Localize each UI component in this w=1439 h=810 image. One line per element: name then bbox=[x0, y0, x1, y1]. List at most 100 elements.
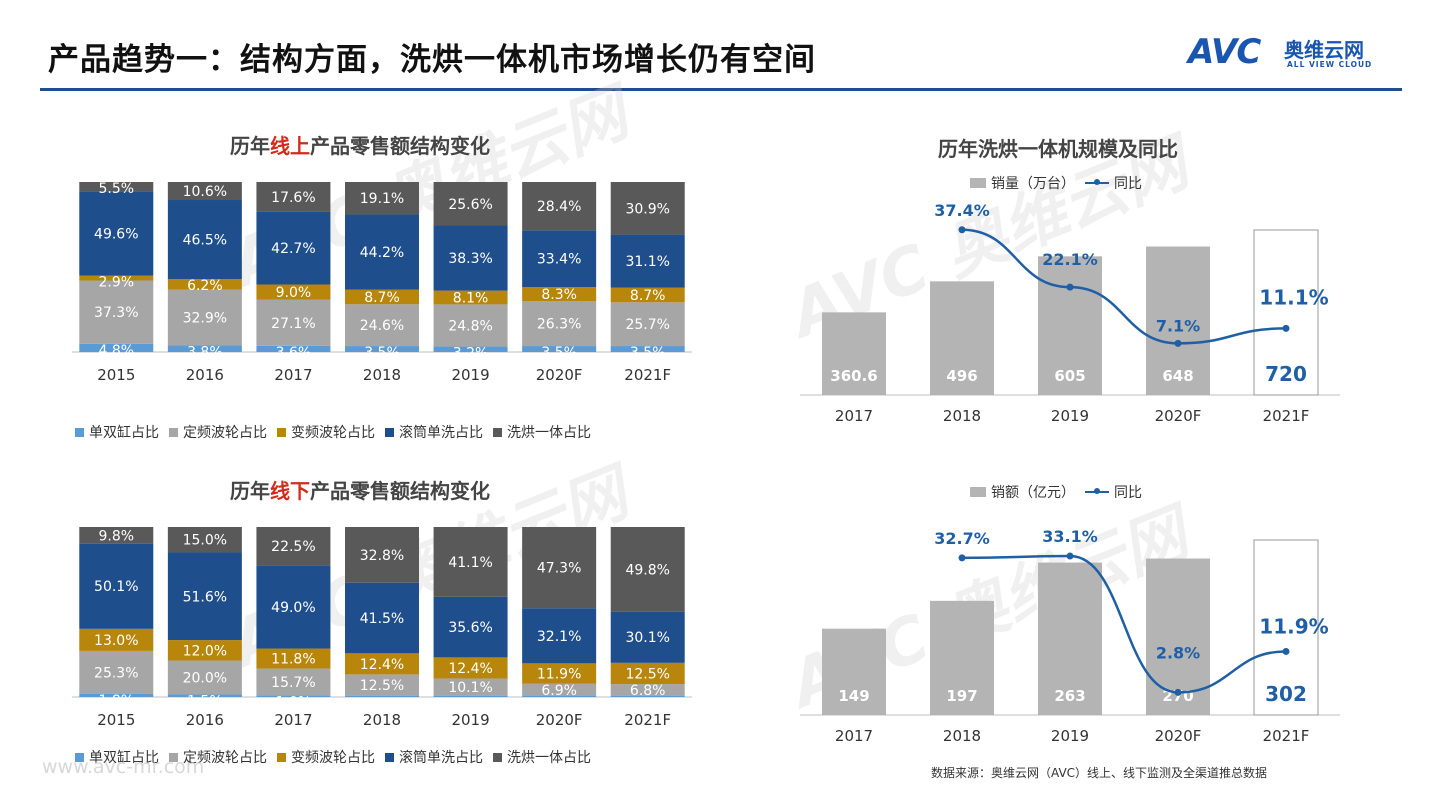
data-label: 13.0% bbox=[94, 633, 138, 649]
data-label: 37.3% bbox=[94, 305, 138, 321]
x-tick-label: 2016 bbox=[186, 711, 224, 729]
volume-legend: 销量（万台） 同比 bbox=[970, 173, 1142, 193]
data-label: 11.9% bbox=[537, 667, 581, 683]
bar-segment bbox=[522, 182, 597, 231]
data-label: 12.0% bbox=[183, 643, 227, 659]
bar-segment bbox=[79, 543, 154, 629]
bar-segment bbox=[522, 695, 597, 697]
data-label: 25.6% bbox=[448, 197, 492, 213]
legend-item: 单双缸占比 bbox=[75, 747, 159, 767]
x-tick-label: 2017 bbox=[274, 711, 312, 729]
legend-swatch bbox=[385, 427, 394, 437]
yoy-point bbox=[1282, 324, 1290, 332]
data-label: 24.8% bbox=[448, 318, 492, 334]
data-label: 1.5% bbox=[187, 693, 223, 709]
online-chart-title: 历年线上产品零售额结构变化 bbox=[230, 134, 490, 158]
yoy-point bbox=[1066, 283, 1074, 291]
legend-item: 变频波轮占比 bbox=[277, 422, 375, 442]
logo-mark: AVC bbox=[1188, 32, 1261, 72]
data-label: 42.7% bbox=[271, 241, 315, 257]
bar-segment bbox=[167, 640, 242, 661]
legend-label: 滚筒单洗占比 bbox=[399, 750, 483, 766]
data-label: 9.0% bbox=[276, 285, 312, 301]
x-tick-label: 2021F bbox=[1263, 727, 1310, 745]
bar bbox=[1038, 256, 1102, 395]
legend-swatch bbox=[277, 752, 286, 762]
data-label: 6.2% bbox=[187, 278, 223, 294]
data-label: 30.1% bbox=[625, 630, 669, 646]
bar-segment bbox=[610, 346, 685, 352]
data-label: 32.9% bbox=[183, 311, 227, 327]
x-tick-label: 2019 bbox=[451, 366, 489, 384]
bar-segment bbox=[433, 304, 508, 347]
sales-chart: 销额（亿元） 同比 149 2017 197 2018 263 2019 270 2020F 3… bbox=[800, 480, 1360, 760]
bar-segment bbox=[256, 527, 331, 566]
bar-segment bbox=[522, 287, 597, 302]
bar-segment bbox=[167, 279, 242, 290]
legend-item: 定频波轮占比 bbox=[169, 747, 267, 767]
bar-segment bbox=[522, 527, 597, 609]
bar-segment bbox=[79, 343, 154, 352]
data-label: 26.3% bbox=[537, 317, 581, 333]
data-label: 9.8% bbox=[98, 528, 134, 544]
volume-swatch bbox=[970, 178, 986, 188]
bar-segment bbox=[345, 527, 419, 583]
data-label: 5.5% bbox=[98, 181, 134, 197]
offline-structure-chart: 历年线下产品零售额结构变化 1.8% 25.3% 13.0% 50.1% 9.8% 201… bbox=[60, 465, 700, 795]
legend-label: 定频波轮占比 bbox=[183, 750, 267, 766]
data-label: 17.6% bbox=[271, 190, 315, 206]
data-label: 1.8% bbox=[98, 693, 134, 709]
x-tick-label: 2019 bbox=[1051, 407, 1089, 425]
x-tick-label: 2020F bbox=[536, 366, 583, 384]
bar bbox=[930, 281, 994, 395]
x-tick-label: 2019 bbox=[1051, 727, 1089, 745]
bar-segment bbox=[433, 657, 508, 679]
bar-value-label: 496 bbox=[946, 367, 977, 385]
data-label: 47.3% bbox=[537, 561, 581, 577]
bar-segment bbox=[345, 304, 419, 347]
data-label: 3.5% bbox=[541, 345, 577, 361]
bar bbox=[930, 600, 994, 715]
data-label: 38.3% bbox=[448, 251, 492, 267]
bar-segment bbox=[256, 299, 331, 346]
bar-segment bbox=[610, 287, 685, 303]
data-label: 46.5% bbox=[183, 233, 227, 249]
data-label: 49.6% bbox=[94, 226, 138, 242]
sales-combo: 1492017197201826320192702020F3022021F32.… bbox=[800, 527, 1340, 745]
data-label: 44.2% bbox=[360, 245, 404, 261]
legend-sales-bar: 销额（亿元） bbox=[970, 482, 1075, 502]
bar-segment bbox=[256, 345, 331, 352]
sales-legend: 销额（亿元） 同比 bbox=[970, 482, 1142, 502]
bar-segment bbox=[345, 346, 419, 352]
data-label: 6.9% bbox=[541, 683, 577, 699]
data-label: 49.8% bbox=[625, 562, 669, 578]
bar-segment bbox=[345, 653, 419, 675]
bar-segment bbox=[610, 662, 685, 685]
data-label: 27.1% bbox=[271, 316, 315, 332]
x-tick-label: 2016 bbox=[186, 366, 224, 384]
data-label: 1.0% bbox=[276, 694, 312, 710]
bar-segment bbox=[522, 346, 597, 352]
x-tick-label: 2018 bbox=[363, 711, 401, 729]
legend-item: 单双缸占比 bbox=[75, 422, 159, 442]
title-divider bbox=[40, 88, 1402, 91]
legend-label: 滚筒单洗占比 bbox=[399, 425, 483, 441]
bar-value-label: 149 bbox=[838, 687, 869, 705]
data-label: 6.8% bbox=[630, 683, 666, 699]
bar-segment bbox=[345, 695, 419, 697]
data-label: 28.4% bbox=[537, 199, 581, 215]
bar-segment bbox=[167, 552, 242, 641]
data-label: 10.1% bbox=[448, 680, 492, 696]
legend-swatch bbox=[75, 427, 84, 437]
bar-segment bbox=[345, 182, 419, 215]
legend-swatch bbox=[169, 427, 178, 437]
legend-swatch bbox=[493, 427, 502, 437]
bar-segment bbox=[345, 214, 419, 290]
bar bbox=[1038, 562, 1102, 715]
yoy-point bbox=[1066, 552, 1074, 560]
data-label: 10.6% bbox=[183, 184, 227, 200]
bar-segment bbox=[167, 182, 242, 201]
x-tick-label: 2018 bbox=[943, 727, 981, 745]
online-legend: 单双缸占比 定频波轮占比 变频波轮占比 滚筒单洗占比 洗烘一体占比 bbox=[75, 422, 591, 442]
bar-segment bbox=[256, 211, 331, 285]
